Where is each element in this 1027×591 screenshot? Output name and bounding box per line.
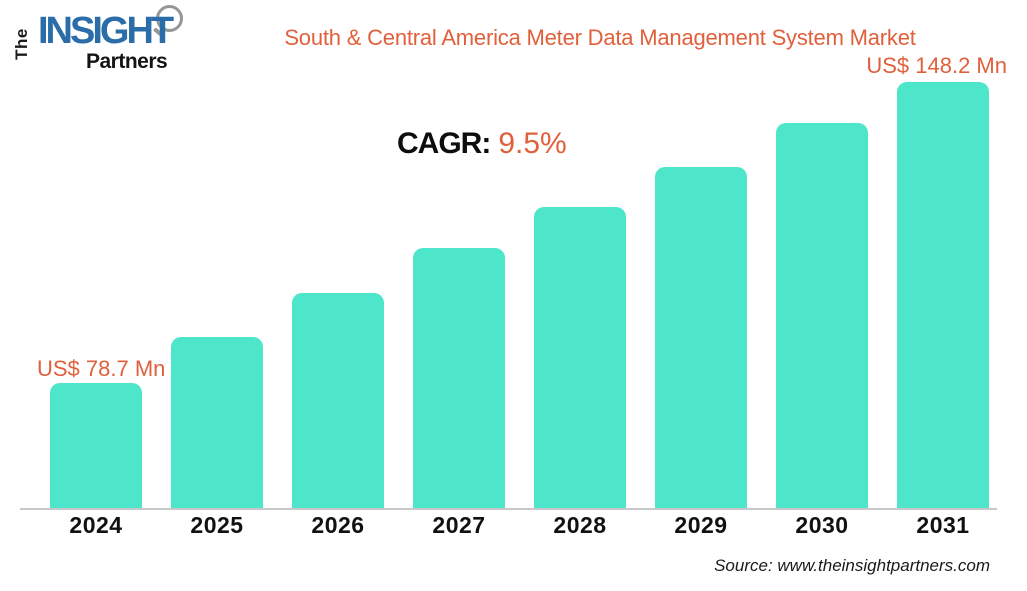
data-label-2031: US$ 148.2 Mn xyxy=(866,53,1007,78)
x-axis-label-2029: 2029 xyxy=(674,512,728,538)
cagr-annotation: CAGR: 9.5% xyxy=(397,127,567,161)
bar-2028 xyxy=(534,207,626,509)
x-axis-label-2028: 2028 xyxy=(553,512,607,538)
bar-2030 xyxy=(776,123,868,509)
x-axis-label-2024: 2024 xyxy=(69,512,123,538)
chart-title: South & Central America Meter Data Manag… xyxy=(284,25,916,50)
x-axis-labels: 2024 2025 2026 2027 2028 2029 2030 2031 xyxy=(50,512,989,539)
cagr-value: 9.5% xyxy=(498,127,567,160)
x-axis-label-2031: 2031 xyxy=(916,512,970,538)
insight-partners-logo: The INSIGHT Partners xyxy=(11,4,192,84)
source-attribution: Source: www.theinsightpartners.com xyxy=(714,556,990,575)
magnifier-icon xyxy=(156,5,183,32)
logo-the-text: The xyxy=(11,28,31,60)
x-axis-line xyxy=(20,508,997,510)
x-axis-label-2030: 2030 xyxy=(795,512,849,538)
cagr-label: CAGR: xyxy=(397,127,491,160)
bar-2025 xyxy=(171,337,263,509)
logo-partners-text: Partners xyxy=(86,50,168,73)
x-axis-label-2026: 2026 xyxy=(311,512,365,538)
logo-insight-text: INSIGHT xyxy=(38,10,174,52)
bar-2027 xyxy=(413,248,505,509)
bar-series xyxy=(50,82,989,509)
bar-2029 xyxy=(655,167,747,509)
bar-2031 xyxy=(897,82,989,509)
x-axis-label-2027: 2027 xyxy=(432,512,486,538)
data-label-2024: US$ 78.7 Mn xyxy=(37,356,166,381)
bar-2026 xyxy=(292,293,384,509)
x-axis-label-2025: 2025 xyxy=(190,512,244,538)
bar-2024 xyxy=(50,383,142,509)
